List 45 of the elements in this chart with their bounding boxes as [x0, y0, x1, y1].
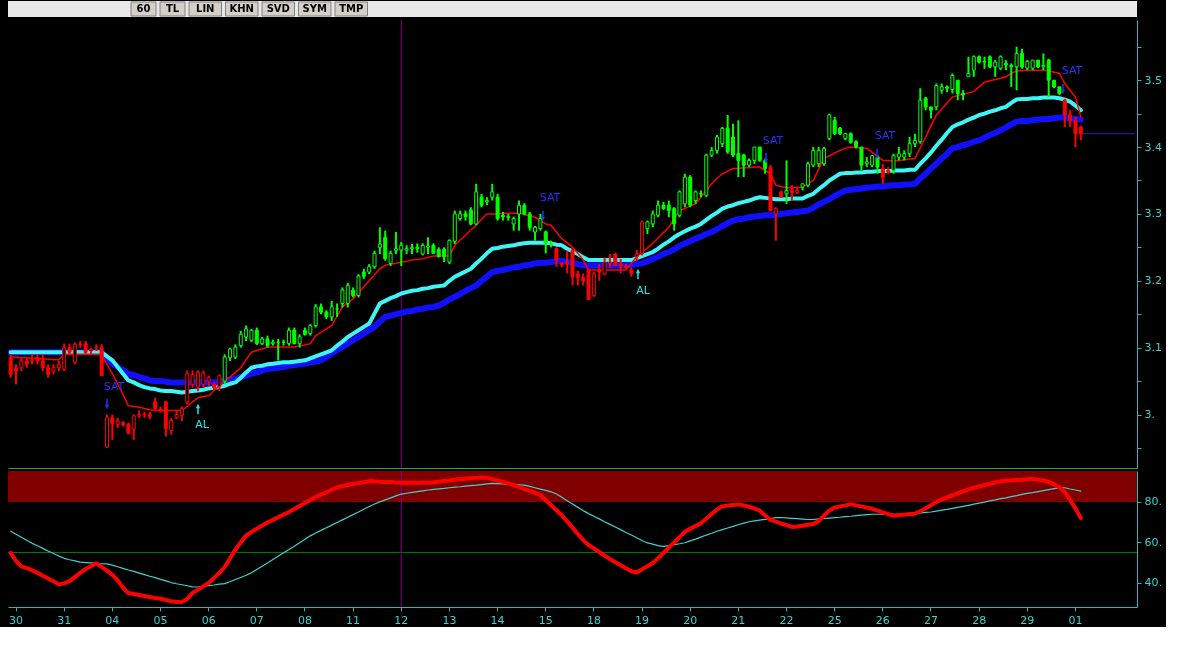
- annotation: SAT: [1061, 64, 1083, 77]
- x-tick-label: 18: [586, 613, 601, 627]
- y-tick-label: 3.1: [1144, 341, 1162, 355]
- annotation: AL: [636, 284, 651, 297]
- annotation: AL: [195, 418, 210, 431]
- x-tick-label: 20: [683, 613, 698, 627]
- x-tick-label: 21: [731, 613, 746, 627]
- text: SVD: [266, 3, 290, 14]
- x-tick-label: 05: [153, 613, 168, 627]
- y-tick-label: 80.: [1144, 495, 1162, 509]
- annotation: SAT: [874, 129, 896, 142]
- annotation: SAT: [762, 134, 784, 147]
- x-tick-label: 14: [490, 613, 505, 627]
- x-tick-label: 15: [538, 613, 553, 627]
- text: LIN: [196, 3, 215, 14]
- x-tick-label: 07: [249, 613, 264, 627]
- text: TL: [165, 3, 180, 14]
- x-tick-label: 29: [1020, 613, 1035, 627]
- x-tick-label: 30: [9, 613, 24, 627]
- x-tick-label: 27: [924, 613, 938, 627]
- x-tick-label: 25: [827, 613, 842, 627]
- y-tick-label: 60.: [1144, 535, 1162, 549]
- x-tick-label: 04: [105, 613, 120, 627]
- y-tick-label: 40.: [1144, 576, 1162, 590]
- y-tick-label: 3.3: [1144, 207, 1162, 221]
- x-tick-label: 13: [442, 613, 457, 627]
- text: KHN: [229, 3, 254, 14]
- y-tick-label: 3.4: [1144, 140, 1162, 154]
- y-tick-label: 3.2: [1144, 274, 1162, 288]
- x-tick-label: 28: [972, 613, 987, 627]
- x-tick-label: 19: [635, 613, 650, 627]
- x-tick-label: 06: [201, 613, 216, 627]
- text: 60: [136, 3, 151, 14]
- y-tick-label: 3.: [1144, 408, 1155, 422]
- annotation: SAT: [539, 191, 561, 204]
- x-tick-label: 26: [875, 613, 890, 627]
- y-tick-label: 3.5: [1144, 73, 1162, 87]
- text: SYM: [302, 3, 327, 14]
- x-tick-label: 01: [1068, 613, 1083, 627]
- x-tick-label: 08: [297, 613, 312, 627]
- x-tick-label: 11: [346, 613, 361, 627]
- x-tick-label: 12: [394, 613, 409, 627]
- text: TMP: [339, 3, 364, 14]
- x-tick-label: 22: [779, 613, 794, 627]
- x-tick-label: 31: [57, 613, 72, 627]
